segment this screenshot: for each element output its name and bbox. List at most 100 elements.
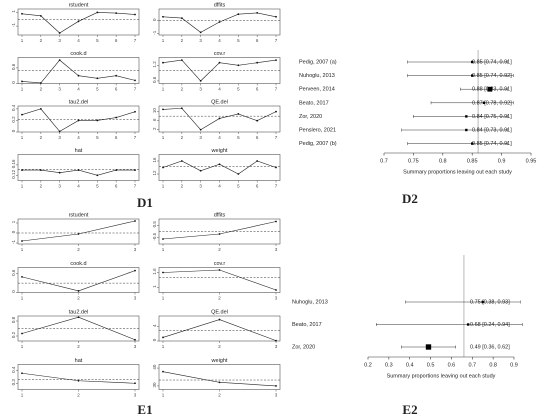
y-tick-label: -0.5 (152, 232, 157, 240)
diagnostic-point (77, 169, 80, 172)
diagnostic-point (162, 166, 164, 169)
panel-title: cook.d (70, 51, 86, 57)
diagnostic-point (162, 370, 164, 373)
panel-title: rstudent (69, 212, 89, 218)
y-tick-label: 16 (152, 157, 157, 163)
x-tick-label: 3 (58, 184, 61, 189)
diagnostic-point (134, 13, 136, 16)
diagnostic-line (162, 221, 277, 240)
panel-title: QE.del (211, 99, 228, 105)
y-tick-label: 0.6 (11, 63, 16, 70)
x-tick-label: 4 (218, 87, 221, 92)
y-tick-label: 0.4 (11, 104, 16, 111)
estimate-label: 0.75 [0.38, 0.93] (470, 299, 510, 305)
diagnostic-point (275, 289, 277, 291)
y-tick-label: 0.12 (11, 169, 16, 178)
diagnostic-point (162, 61, 164, 64)
diagnostic-point (199, 128, 202, 131)
x-tick-label: 5 (237, 135, 240, 140)
x-tick-label: 7 (134, 87, 137, 92)
diagnostic-point (218, 381, 221, 384)
estimate-label: 0.49 [0.36, 0.62] (470, 344, 510, 350)
x-tick-label: 3 (58, 135, 61, 140)
estimate-label: 0.84 [0.75, 0.91] (472, 114, 512, 120)
x-tick-label: 6 (115, 87, 118, 92)
x-tick-label: 2 (181, 87, 184, 92)
x-tick-label: 1 (162, 135, 165, 140)
estimate-box (487, 86, 493, 92)
diagnostic-point (39, 82, 42, 84)
diagnostic-point (134, 169, 136, 172)
y-tick-label: 0 (11, 129, 16, 132)
estimate-label: 0.84 [0.73, 0.91] (472, 127, 512, 133)
x-tick-label: 0.9 (510, 362, 518, 368)
diagnostic-point (77, 290, 80, 292)
x-tick-label: 3 (199, 87, 202, 92)
diagnostic-point (134, 220, 136, 222)
y-tick-label: 0.6 (11, 269, 16, 276)
study-label: Pedig, 2007 (a) (299, 59, 337, 65)
diagnostic-point (162, 108, 164, 111)
y-tick-label: 0.16 (11, 159, 16, 168)
x-tick-label: 1 (21, 296, 24, 301)
x-tick-label: 6 (256, 38, 259, 43)
x-tick-label: 7 (275, 38, 278, 43)
diagnostic-point (256, 12, 259, 14)
diagnostic-point (39, 14, 42, 17)
y-tick-label: 30 (152, 382, 157, 388)
x-tick-label: 3 (199, 135, 202, 140)
y-tick-label: -1 (11, 240, 16, 244)
x-tick-label: 1 (162, 87, 165, 92)
x-tick-label: 5 (237, 38, 240, 43)
diagnostic-point (77, 316, 80, 319)
diagnostic-point (162, 238, 164, 240)
diagnostic-point (58, 32, 61, 34)
y-tick-label: 0.3 (11, 379, 16, 386)
x-tick-label: 0.8 (489, 362, 497, 368)
diagnostic-point (115, 12, 118, 15)
diagnostic-point (199, 80, 202, 82)
x-tick-label: 7 (275, 135, 278, 140)
x-tick-label: 3 (134, 344, 137, 349)
diagnostic-point (115, 116, 118, 119)
x-tick-label: 2 (181, 135, 184, 140)
y-tick-label: 6 (152, 118, 157, 121)
panel-title: QE.del (211, 309, 228, 315)
diagnostic-line (21, 59, 136, 84)
diagnostic-point (21, 12, 23, 15)
y-tick-label: 1 (152, 285, 157, 288)
x-tick-label: 1 (21, 344, 24, 349)
panel-label: D2 (402, 191, 418, 206)
diagnostic-point (21, 80, 23, 83)
diagnostic-point (21, 275, 23, 278)
x-tick-label: 3 (134, 247, 137, 252)
y-tick-label: 12 (152, 170, 157, 176)
x-tick-label: 2 (181, 184, 184, 189)
diagnostic-point (77, 74, 80, 77)
x-tick-label: 2 (77, 393, 80, 398)
estimate-label: 0.85 [0.74, 0.91] (472, 141, 512, 147)
diagnostic-point (77, 379, 80, 382)
diagnostic-point (275, 110, 277, 113)
x-tick-label: 4 (218, 135, 221, 140)
x-tick-label: 1 (162, 296, 165, 301)
diagnostic-point (180, 17, 183, 19)
panel-title: weight (211, 148, 228, 154)
panel-title: cov.r (214, 51, 226, 57)
y-tick-label: -1 (152, 30, 157, 34)
diagnostic-point (237, 113, 240, 115)
estimate-box (471, 142, 474, 145)
panel-title: dffits (214, 2, 226, 8)
x-tick-label: 1 (21, 87, 24, 92)
diagnostic-point (275, 385, 277, 387)
x-tick-label: 7 (275, 184, 278, 189)
diagnostic-point (218, 269, 221, 271)
x-tick-label: 3 (134, 393, 137, 398)
y-tick-label: 40 (152, 364, 157, 370)
panel-title: cook.d (70, 261, 86, 267)
study-label: Pedig, 2007 (b) (299, 141, 337, 147)
x-tick-label: 2 (40, 135, 43, 140)
y-tick-label: -1 (11, 23, 16, 27)
x-tick-label: 1 (162, 184, 165, 189)
diagnostic-point (134, 79, 136, 82)
